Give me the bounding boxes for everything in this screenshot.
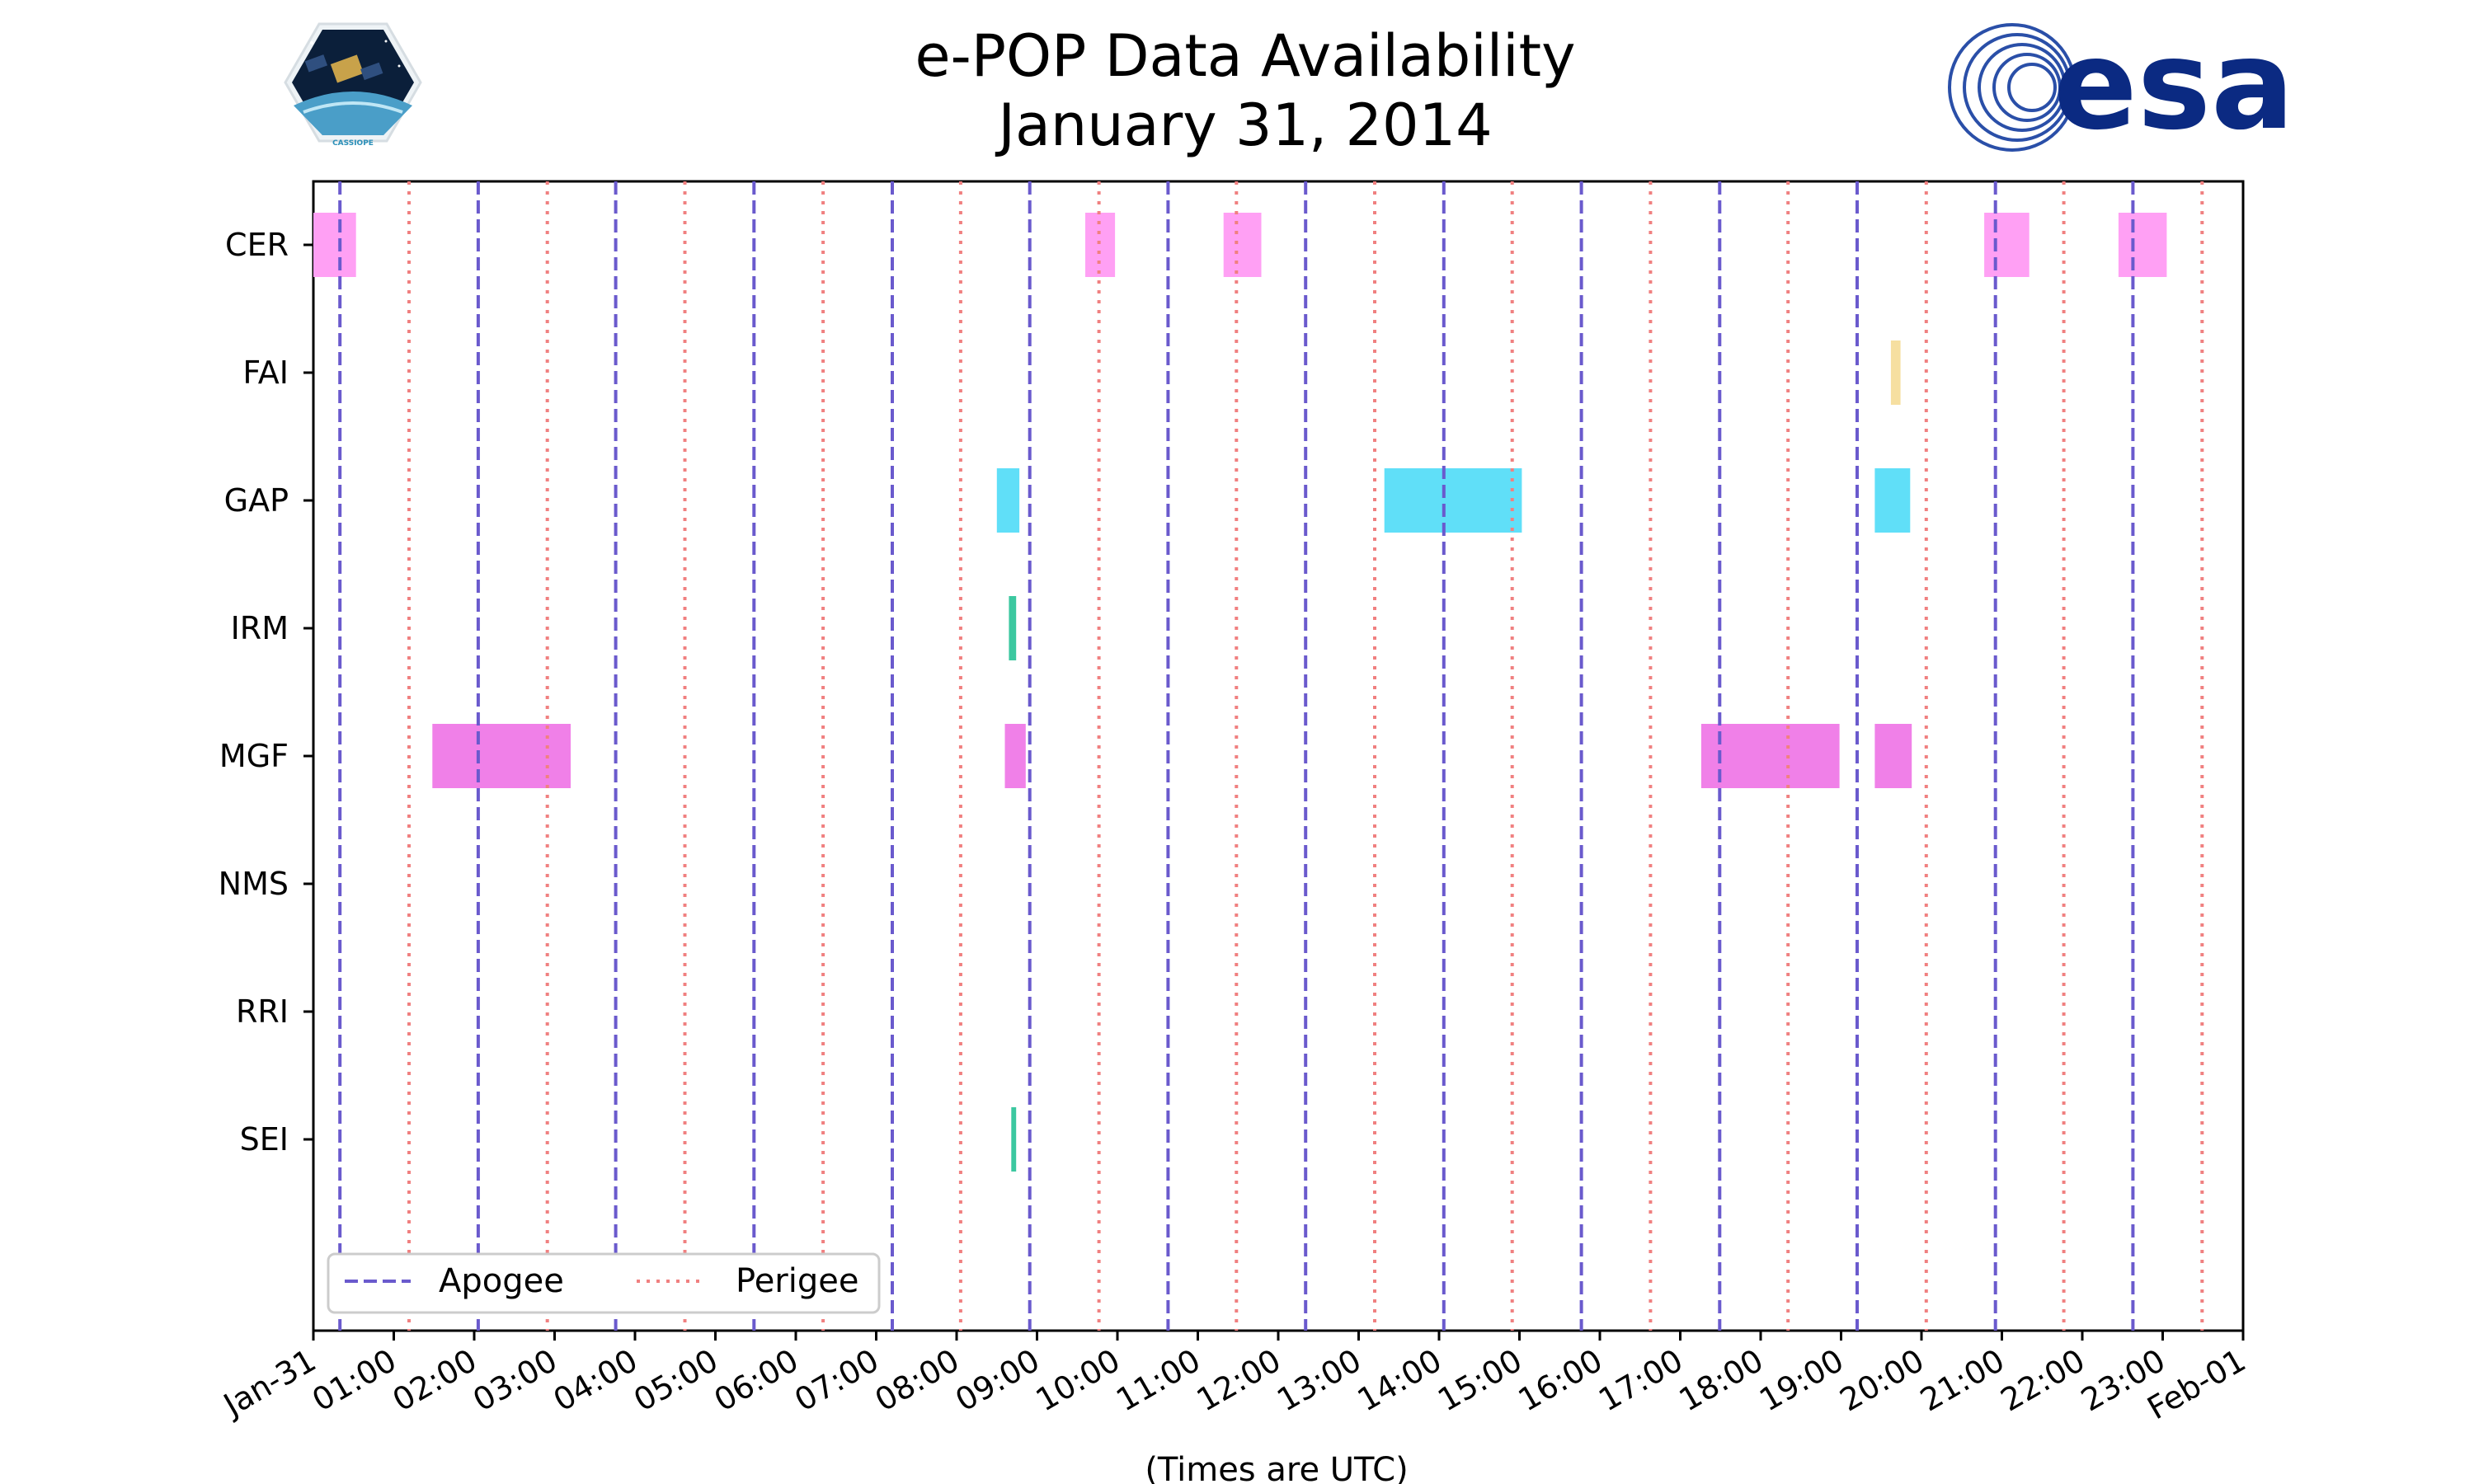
bar-irm-0 xyxy=(1009,596,1017,660)
y-tick-label-rri: RRI xyxy=(236,993,289,1030)
bar-cer-2 xyxy=(1223,213,1262,277)
x-tick-label-jan-31: Jan-31 xyxy=(216,1342,322,1424)
instrument-bars xyxy=(313,213,2167,1172)
orbit-event-lines xyxy=(338,181,2204,1331)
x-tick-label-14-00: 14:00 xyxy=(1352,1342,1448,1419)
bar-cer-4 xyxy=(2118,213,2167,277)
bar-cer-0 xyxy=(313,213,356,277)
x-tick-label-09-00: 09:00 xyxy=(949,1342,1046,1419)
bar-gap-1 xyxy=(1384,468,1522,533)
x-tick-label-16-00: 16:00 xyxy=(1512,1342,1609,1419)
x-tick-label-11-00: 11:00 xyxy=(1110,1342,1206,1419)
cassiope-logo-label: CASSIOPE xyxy=(332,139,374,148)
x-tick-label-19-00: 19:00 xyxy=(1753,1342,1850,1419)
y-tick-label-sei: SEI xyxy=(240,1121,289,1158)
x-tick-label-21-00: 21:00 xyxy=(1914,1342,2011,1419)
esa-logo-text: esa xyxy=(2053,14,2294,157)
y-tick-label-fai: FAI xyxy=(242,355,289,391)
chart-title-line1: e-POP Data Availability xyxy=(915,22,1575,90)
x-tick-label-02-00: 02:00 xyxy=(387,1342,483,1419)
legend-apogee-label: Apogee xyxy=(439,1262,564,1300)
x-tick-label-17-00: 17:00 xyxy=(1592,1342,1689,1419)
y-tick-label-irm: IRM xyxy=(231,610,289,646)
bar-sei-0 xyxy=(1011,1107,1017,1172)
legend-box xyxy=(327,1252,881,1314)
y-tick-label-nms: NMS xyxy=(219,866,289,902)
bar-mgf-3 xyxy=(1874,724,1912,788)
plot-area xyxy=(312,180,2245,1332)
legend-perigee-label: Perigee xyxy=(736,1262,858,1300)
x-tick-label-18-00: 18:00 xyxy=(1673,1342,1770,1419)
bar-mgf-0 xyxy=(432,724,571,788)
y-tick-label-mgf: MGF xyxy=(219,738,289,774)
x-tick-label-06-00: 06:00 xyxy=(708,1342,805,1419)
bar-fai-0 xyxy=(1890,340,1901,405)
chart-title-line2: January 31, 2014 xyxy=(995,92,1492,159)
x-tick-label-01-00: 01:00 xyxy=(306,1342,402,1419)
x-tick-label-05-00: 05:00 xyxy=(628,1342,724,1419)
x-tick-label-07-00: 07:00 xyxy=(788,1342,885,1419)
bar-gap-0 xyxy=(996,468,1020,533)
cassiope-logo: CASSIOPE xyxy=(284,22,422,148)
x-tick-label-12-00: 12:00 xyxy=(1191,1342,1287,1419)
x-tick-label-10-00: 10:00 xyxy=(1030,1342,1126,1419)
x-tick-label-13-00: 13:00 xyxy=(1271,1342,1367,1419)
y-tick-label-gap: GAP xyxy=(224,482,289,519)
esa-swirl-icon xyxy=(1948,23,2077,152)
bar-cer-3 xyxy=(1984,213,2030,277)
x-axis-label: (Times are UTC) xyxy=(1145,1451,1408,1484)
x-tick-label-15-00: 15:00 xyxy=(1432,1342,1528,1419)
bar-gap-2 xyxy=(1874,468,1911,533)
x-tick-label-04-00: 04:00 xyxy=(548,1342,644,1419)
x-tick-label-22-00: 22:00 xyxy=(1995,1342,2091,1419)
legend: Apogee Perigee xyxy=(327,1252,881,1314)
x-tick-label-03-00: 03:00 xyxy=(467,1342,563,1419)
bar-mgf-1 xyxy=(1004,724,1026,788)
bar-mgf-2 xyxy=(1700,724,1840,788)
y-tick-label-cer: CER xyxy=(225,227,289,263)
esa-logo: esa xyxy=(1948,14,2294,157)
x-tick-label-20-00: 20:00 xyxy=(1834,1342,1931,1419)
x-tick-label-08-00: 08:00 xyxy=(869,1342,966,1419)
